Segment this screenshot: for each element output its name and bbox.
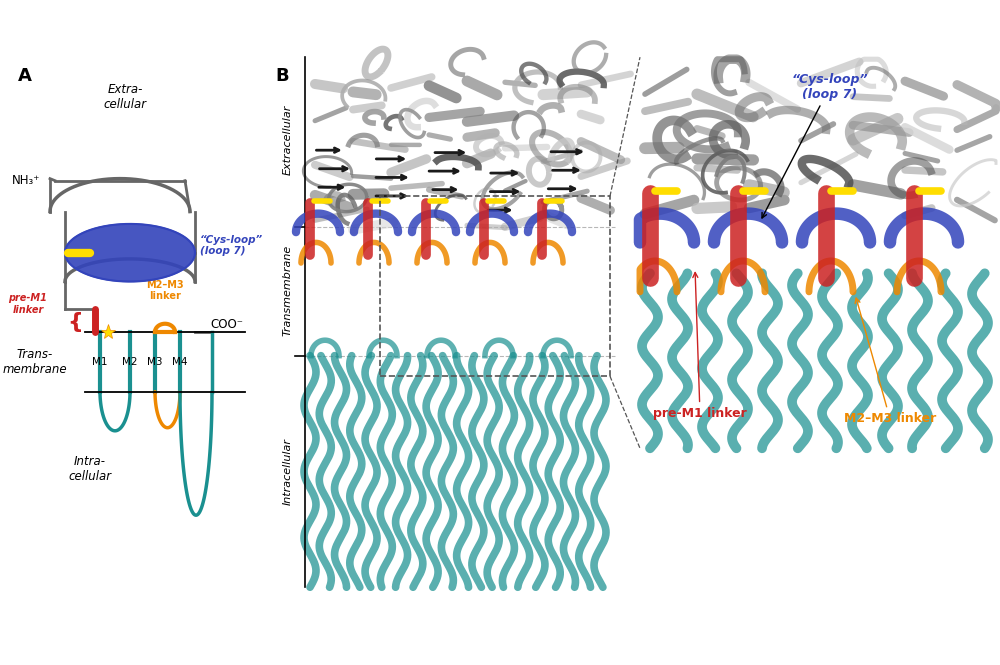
Text: COO⁻: COO⁻ — [210, 319, 243, 331]
Text: NH₃⁺: NH₃⁺ — [12, 174, 40, 187]
Text: “Cys-loop”
(loop 7): “Cys-loop” (loop 7) — [200, 235, 263, 256]
Text: pre-M1 linker: pre-M1 linker — [653, 273, 747, 420]
Bar — [640, 57, 998, 448]
Text: A: A — [18, 67, 32, 86]
Text: Intra-
cellular: Intra- cellular — [68, 455, 112, 483]
Text: Transmembrane: Transmembrane — [283, 245, 293, 336]
Bar — [380, 196, 610, 376]
Text: M4: M4 — [172, 357, 188, 367]
Text: “Cys-loop”
(loop 7): “Cys-loop” (loop 7) — [762, 72, 868, 218]
Text: Extracellular: Extracellular — [283, 104, 293, 175]
Text: B: B — [275, 67, 289, 86]
Text: M2–M3 linker: M2–M3 linker — [844, 298, 936, 426]
Text: M3: M3 — [147, 357, 163, 367]
Text: {: { — [67, 312, 83, 332]
Text: M1: M1 — [92, 357, 108, 367]
Text: M2–M3
linker: M2–M3 linker — [146, 279, 184, 301]
Text: Intracellular: Intracellular — [283, 438, 293, 505]
Polygon shape — [65, 224, 195, 281]
Text: pre-M1
linker: pre-M1 linker — [9, 293, 47, 315]
Text: Extra-
cellular: Extra- cellular — [103, 83, 147, 111]
Text: Trans-
membrane: Trans- membrane — [3, 348, 67, 376]
Text: M2: M2 — [122, 357, 138, 367]
